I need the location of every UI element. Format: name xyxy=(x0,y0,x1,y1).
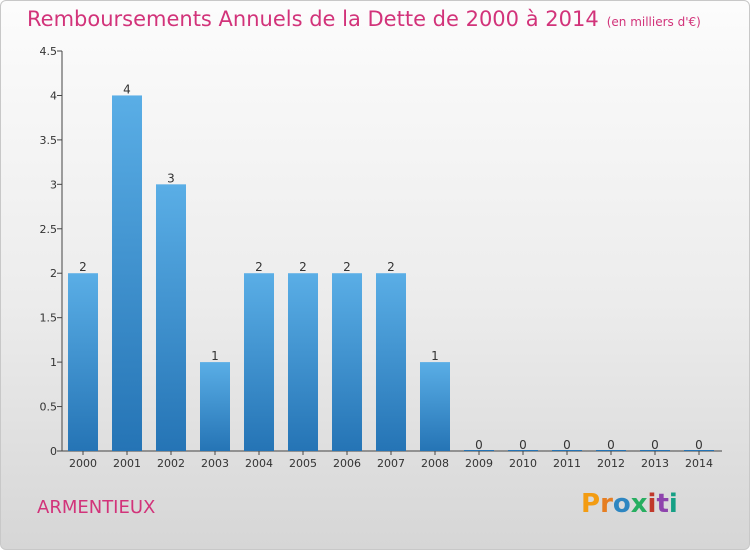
x-tick-label: 2005 xyxy=(289,457,317,470)
data-label: 2 xyxy=(79,260,87,274)
logo-letter: i xyxy=(647,489,657,519)
chart-bars xyxy=(68,95,714,452)
data-label: 2 xyxy=(255,260,263,274)
chart-title: Remboursements Annuels de la Dette de 20… xyxy=(27,7,701,31)
x-tick-label: 2002 xyxy=(157,457,185,470)
y-tick-label: 3 xyxy=(50,178,57,191)
y-tick-label: 3.5 xyxy=(40,134,58,147)
y-tick-label: 0.5 xyxy=(40,401,58,414)
x-tick-label: 2009 xyxy=(465,457,493,470)
proxiti-logo: Proxiti xyxy=(581,489,678,519)
x-tick-label: 2000 xyxy=(69,457,97,470)
bar xyxy=(464,450,494,451)
data-label: 3 xyxy=(167,171,175,185)
bar xyxy=(596,450,626,451)
bar xyxy=(288,273,318,451)
bar xyxy=(200,362,230,451)
data-label: 2 xyxy=(343,260,351,274)
data-label: 0 xyxy=(563,438,571,452)
logo-letter: o xyxy=(612,489,631,519)
y-tick-label: 1.5 xyxy=(40,312,58,325)
x-tick-label: 2006 xyxy=(333,457,361,470)
bar xyxy=(640,450,670,451)
x-tick-label: 2010 xyxy=(509,457,537,470)
logo-letter: P xyxy=(581,489,601,519)
data-label: 0 xyxy=(475,438,483,452)
chart-labels: 2000220014200232003120042200522006220072… xyxy=(69,82,713,470)
x-tick-label: 2004 xyxy=(245,457,273,470)
bar xyxy=(684,450,714,451)
bar xyxy=(332,273,362,451)
bar xyxy=(508,450,538,451)
x-tick-label: 2012 xyxy=(597,457,625,470)
bar xyxy=(420,362,450,451)
data-label: 0 xyxy=(651,438,659,452)
y-tick-label: 1 xyxy=(50,356,57,369)
data-label: 2 xyxy=(299,260,307,274)
x-tick-label: 2008 xyxy=(421,457,449,470)
x-tick-label: 2003 xyxy=(201,457,229,470)
y-tick-label: 4 xyxy=(50,89,57,102)
data-label: 1 xyxy=(211,349,219,363)
bar xyxy=(68,273,98,451)
data-label: 0 xyxy=(607,438,615,452)
data-label: 2 xyxy=(387,260,395,274)
x-tick-label: 2001 xyxy=(113,457,141,470)
y-tick-label: 4.5 xyxy=(40,45,58,58)
x-tick-label: 2014 xyxy=(685,457,713,470)
chart-subtitle: (en milliers d'€) xyxy=(606,15,701,29)
bar xyxy=(552,450,582,451)
bar xyxy=(112,95,142,451)
data-label: 1 xyxy=(431,349,439,363)
y-tick-label: 0 xyxy=(50,445,57,458)
data-label: 0 xyxy=(695,438,703,452)
logo-letter: t xyxy=(656,489,669,519)
logo-letter: r xyxy=(600,489,613,519)
data-label: 0 xyxy=(519,438,527,452)
y-tick-label: 2 xyxy=(50,267,57,280)
bar xyxy=(376,273,406,451)
x-tick-label: 2007 xyxy=(377,457,405,470)
logo-letter: i xyxy=(668,489,678,519)
bar xyxy=(156,184,186,452)
x-tick-label: 2011 xyxy=(553,457,581,470)
x-tick-label: 2013 xyxy=(641,457,669,470)
chart-title-text: Remboursements Annuels de la Dette de 20… xyxy=(27,7,599,31)
bar xyxy=(244,273,274,451)
commune-name: ARMENTIEUX xyxy=(37,497,156,518)
logo-letter: x xyxy=(630,489,648,519)
data-label: 4 xyxy=(123,82,131,96)
y-tick-label: 2.5 xyxy=(40,223,58,236)
